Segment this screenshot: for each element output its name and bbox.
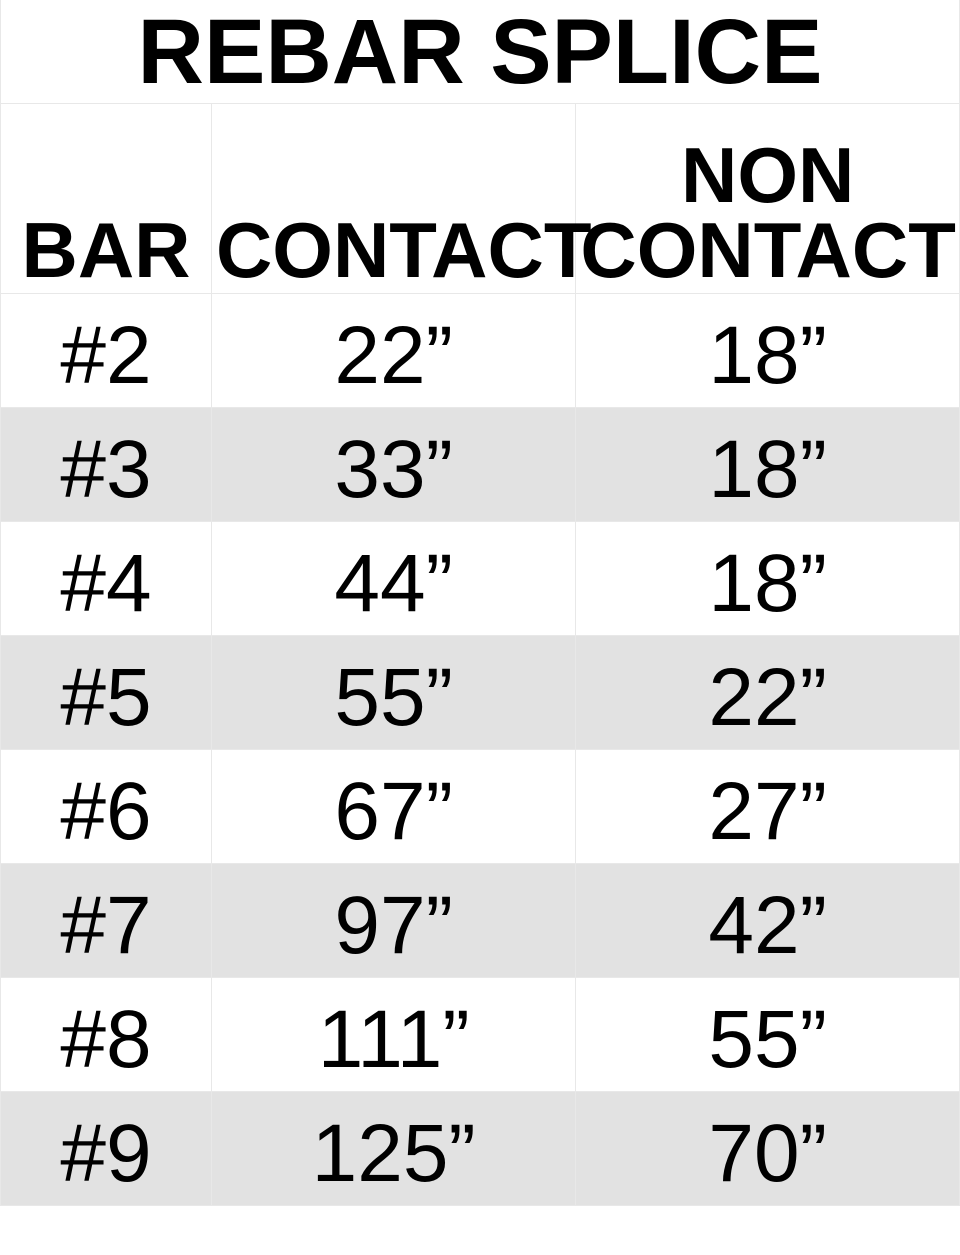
table-title: REBAR SPLICE: [1, 0, 960, 103]
table-row: #8 111” 55”: [1, 977, 960, 1091]
cell-non-contact: 22”: [576, 635, 960, 749]
cell-non-contact: 42”: [576, 863, 960, 977]
col-header-bar: BAR: [1, 103, 212, 293]
cell-non-contact: 18”: [576, 407, 960, 521]
table-row: #5 55” 22”: [1, 635, 960, 749]
cell-bar: #9: [1, 1091, 212, 1205]
cell-contact: 97”: [211, 863, 575, 977]
cell-bar: #8: [1, 977, 212, 1091]
table-row: #4 44” 18”: [1, 521, 960, 635]
cell-non-contact: 70”: [576, 1091, 960, 1205]
table-row: #6 67” 27”: [1, 749, 960, 863]
table-row: #3 33” 18”: [1, 407, 960, 521]
header-row: BAR CONTACT NON CONTACT: [1, 103, 960, 293]
cell-contact: 44”: [211, 521, 575, 635]
cell-non-contact: 55”: [576, 977, 960, 1091]
cell-contact: 125”: [211, 1091, 575, 1205]
cell-contact: 111”: [211, 977, 575, 1091]
col-header-non-contact-line2: CONTACT: [580, 206, 956, 294]
rebar-splice-table: REBAR SPLICE BAR CONTACT NON CONTACT #2 …: [0, 0, 960, 1206]
col-header-contact: CONTACT: [211, 103, 575, 293]
table-body: #2 22” 18” #3 33” 18” #4 44” 18” #5 55” …: [1, 293, 960, 1205]
col-header-non-contact: NON CONTACT: [576, 103, 960, 293]
table-row: #9 125” 70”: [1, 1091, 960, 1205]
cell-contact: 67”: [211, 749, 575, 863]
cell-contact: 22”: [211, 293, 575, 407]
cell-bar: #6: [1, 749, 212, 863]
cell-bar: #5: [1, 635, 212, 749]
cell-contact: 55”: [211, 635, 575, 749]
cell-bar: #3: [1, 407, 212, 521]
table-row: #7 97” 42”: [1, 863, 960, 977]
cell-non-contact: 18”: [576, 293, 960, 407]
cell-bar: #7: [1, 863, 212, 977]
cell-bar: #4: [1, 521, 212, 635]
cell-non-contact: 18”: [576, 521, 960, 635]
cell-contact: 33”: [211, 407, 575, 521]
title-row: REBAR SPLICE: [1, 0, 960, 103]
table-row: #2 22” 18”: [1, 293, 960, 407]
cell-non-contact: 27”: [576, 749, 960, 863]
cell-bar: #2: [1, 293, 212, 407]
